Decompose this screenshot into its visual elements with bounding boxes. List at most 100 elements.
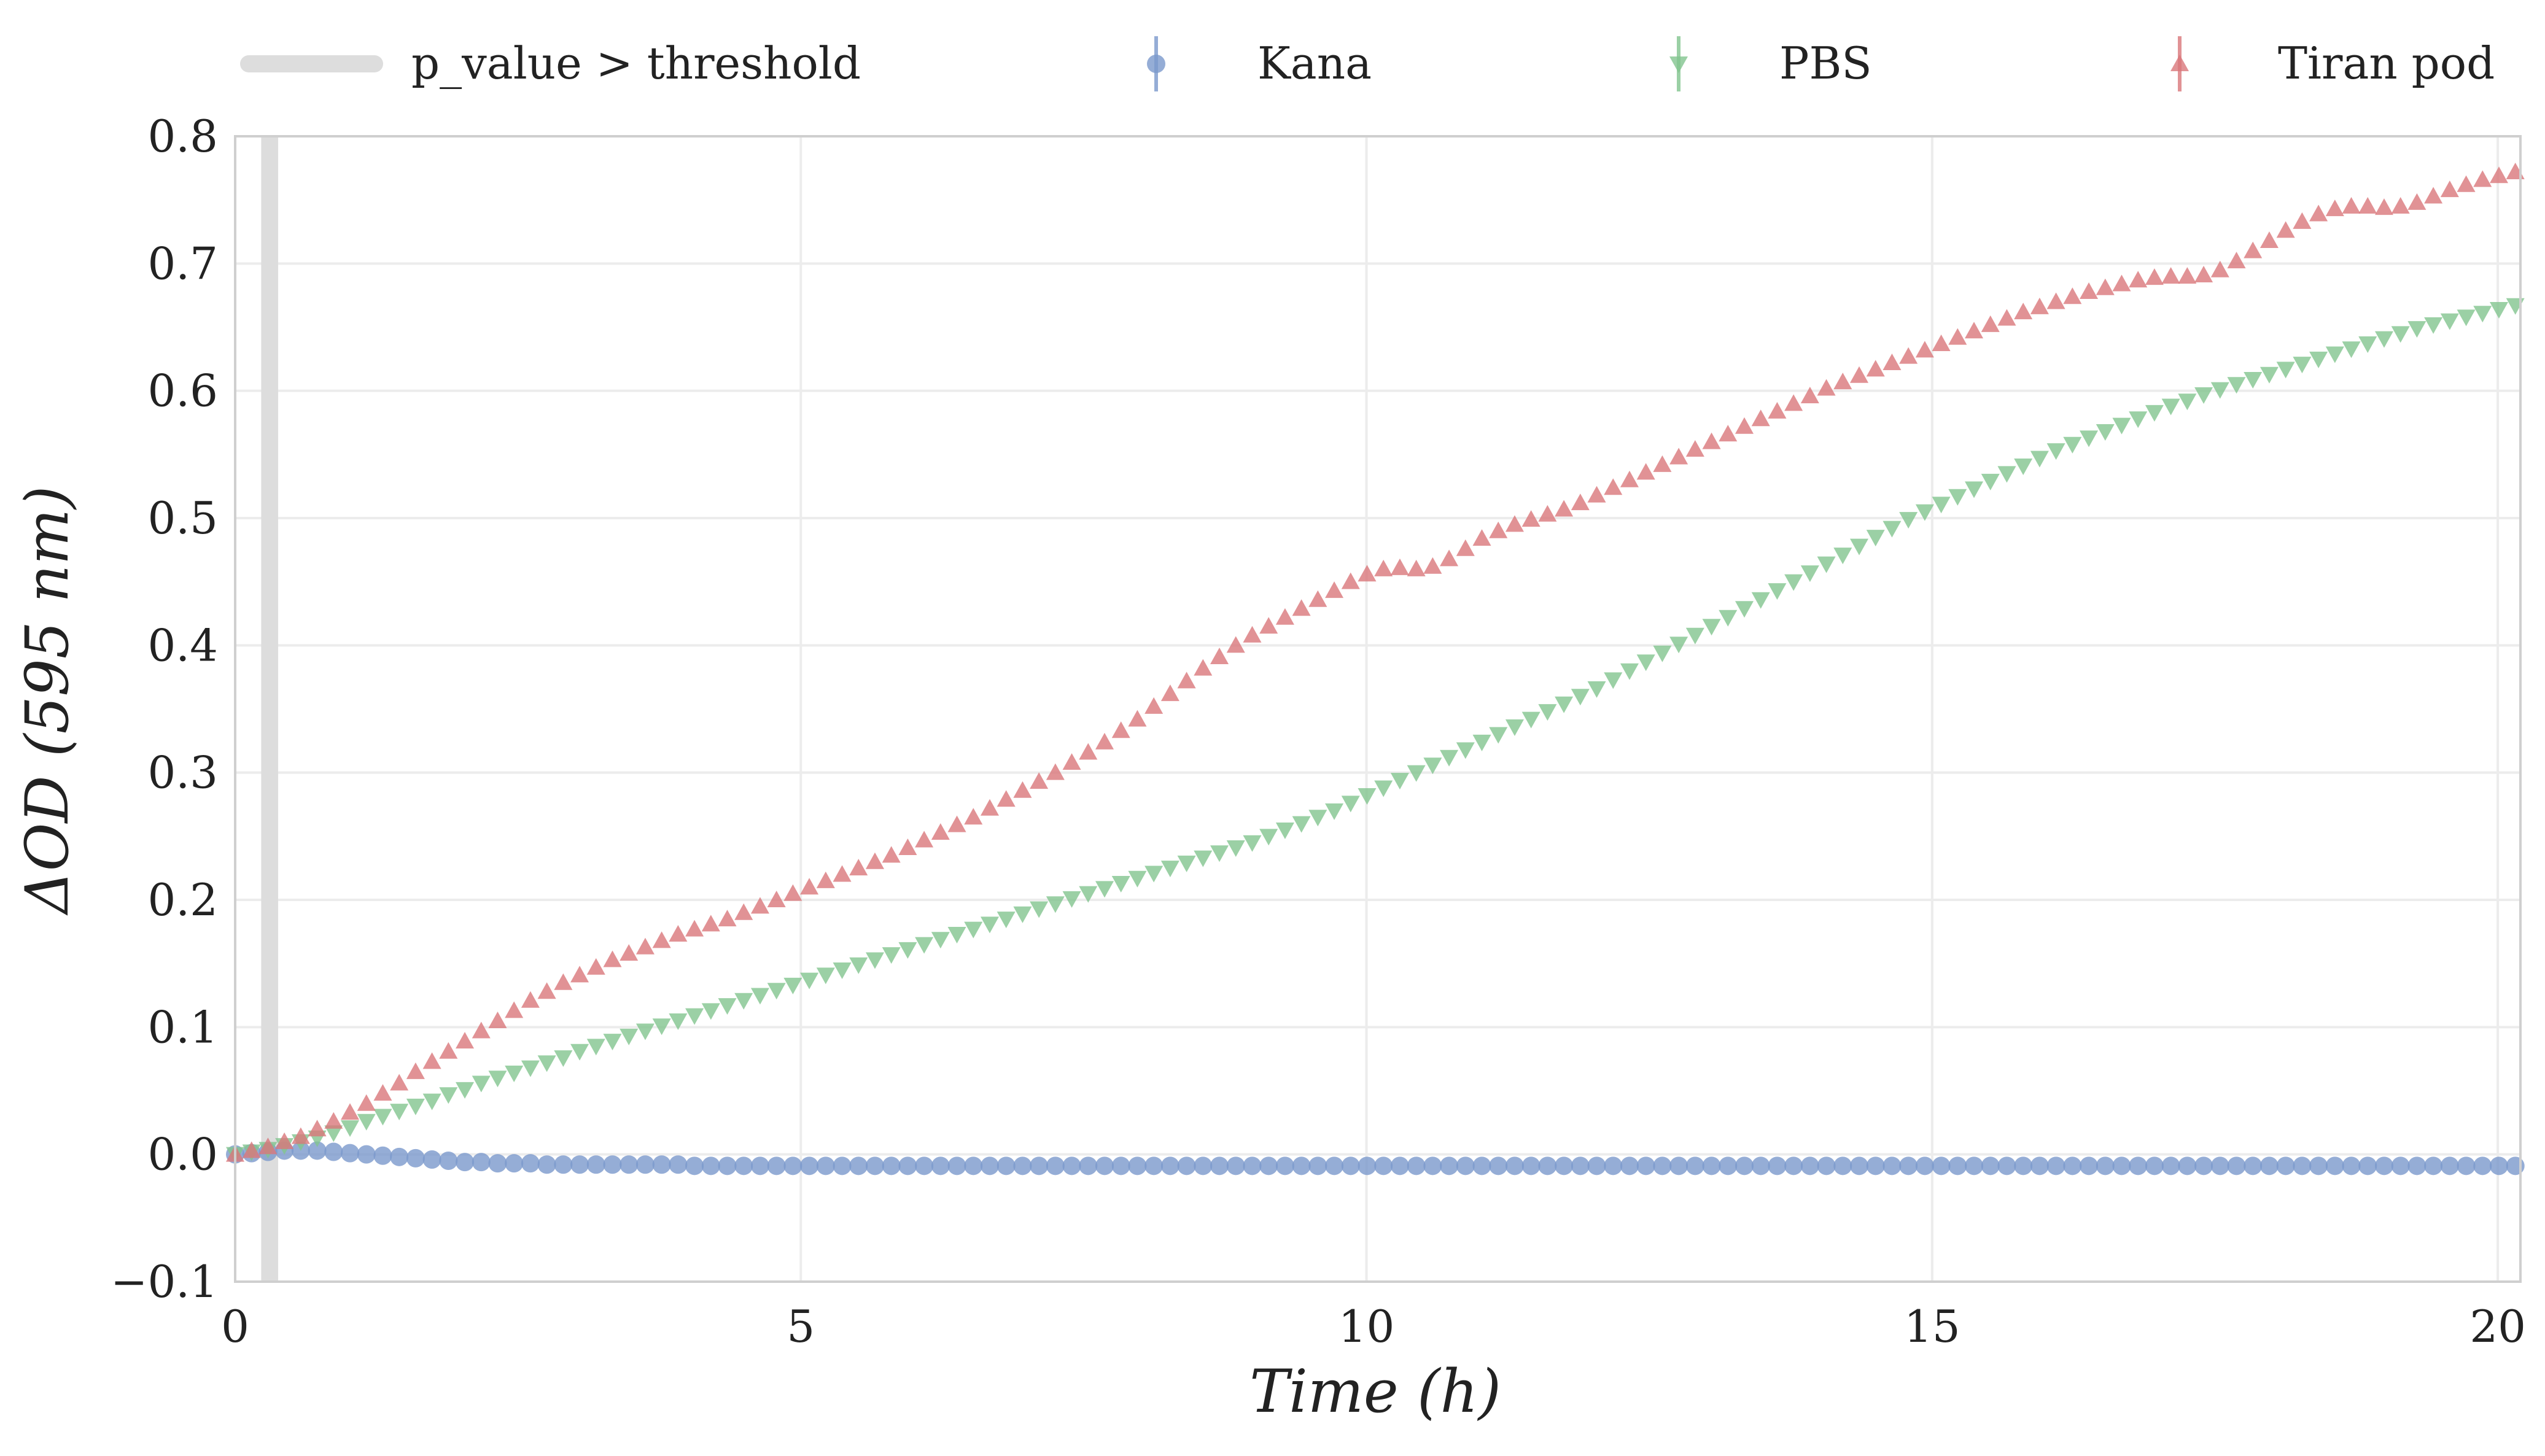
data-point [1768, 1156, 1787, 1175]
data-point [652, 1155, 671, 1174]
data-point [390, 1147, 409, 1166]
data-point [865, 1156, 884, 1175]
data-point [456, 1082, 475, 1099]
data-point [2014, 1156, 2033, 1175]
series-tiran-pod [226, 163, 2525, 1162]
data-point [669, 1155, 688, 1174]
data-point [1719, 1156, 1738, 1175]
data-point [324, 1125, 343, 1142]
data-point [1505, 1156, 1524, 1175]
data-point [1604, 672, 1623, 689]
data-point [1275, 608, 1294, 625]
data-point [1030, 772, 1049, 789]
data-point [2259, 366, 2279, 384]
data-point [1177, 1156, 1196, 1175]
data-point [2457, 1156, 2476, 1175]
data-point [308, 1141, 327, 1160]
data-point [1883, 1156, 1902, 1175]
data-point [341, 1103, 360, 1120]
data-point [406, 1098, 425, 1115]
data-point [1325, 1156, 1344, 1175]
data-point [1440, 749, 1459, 767]
data-point [1423, 1156, 1442, 1175]
x-tick-label: 15 [1904, 1301, 1960, 1352]
data-point [357, 1094, 376, 1111]
data-point [1685, 627, 1704, 645]
data-point [1653, 455, 1672, 472]
data-point [2161, 267, 2180, 284]
data-point [2374, 198, 2393, 215]
data-point [2489, 301, 2508, 319]
data-point [1850, 366, 1869, 383]
data-point [2293, 212, 2312, 229]
data-point [2014, 303, 2033, 320]
data-point [439, 1087, 458, 1104]
data-point [1685, 440, 1704, 457]
data-point [1800, 386, 1819, 403]
data-point [2244, 1156, 2263, 1175]
data-point [1555, 500, 1574, 517]
shaded-region [261, 136, 279, 1282]
data-point [718, 910, 737, 927]
data-point [980, 799, 999, 816]
data-point [2046, 1156, 2065, 1175]
data-point [2309, 204, 2328, 222]
data-point [1817, 379, 1836, 396]
data-point [1751, 409, 1770, 427]
data-point [2129, 271, 2148, 288]
data-point [521, 1154, 540, 1173]
data-point [1620, 470, 1639, 487]
data-point [1147, 55, 1165, 73]
data-point [833, 1156, 852, 1175]
data-point [1292, 1156, 1311, 1175]
data-point [2096, 424, 2115, 441]
data-point [964, 1156, 983, 1175]
legend: p_value > threshold Kana PBS Tiran pod [240, 36, 2495, 91]
data-point [2030, 451, 2049, 468]
data-point [1555, 1156, 1574, 1175]
data-point [2407, 193, 2426, 210]
x-tick-label: 20 [2469, 1301, 2526, 1352]
data-point [1505, 719, 1524, 737]
data-point [341, 1144, 360, 1163]
data-point [373, 1146, 392, 1165]
data-point [1160, 1156, 1179, 1175]
data-point [2030, 1156, 2049, 1175]
data-point [1604, 478, 1623, 495]
data-point [357, 1145, 376, 1164]
data-point [1850, 538, 1869, 556]
axes: 0 5 10 15 20 −0.1 0.0 0.1 0.2 0.3 0.4 0.5 0.6 0.7 0.8 [111, 110, 2526, 1352]
data-point [635, 937, 655, 955]
y-tick-label: 0.2 [147, 874, 218, 926]
data-point [1587, 486, 1606, 503]
data-point [1440, 1156, 1459, 1175]
data-point [734, 1156, 753, 1175]
data-point [456, 1032, 475, 1049]
data-point [767, 891, 786, 907]
data-point [1899, 1156, 1918, 1175]
y-tick-label: 0.3 [147, 747, 218, 799]
data-point [2374, 331, 2393, 348]
data-point [1915, 341, 1934, 358]
data-point [635, 1023, 655, 1040]
data-point [750, 988, 769, 1005]
data-point [1374, 1156, 1393, 1175]
data-point [1030, 901, 1049, 918]
y-tick-label: 0.1 [147, 1001, 218, 1053]
data-point [2210, 1156, 2229, 1175]
data-point [422, 1052, 441, 1069]
data-point [1456, 742, 1475, 759]
data-point [1751, 592, 1770, 609]
data-point [947, 926, 966, 943]
data-point [1636, 1156, 1655, 1175]
data-point [2178, 267, 2197, 284]
data-point [1226, 636, 1245, 653]
data-point [341, 1120, 360, 1137]
data-point [2145, 1156, 2164, 1175]
data-point [1095, 732, 1114, 749]
data-point [898, 838, 917, 855]
data-point [1062, 753, 1081, 770]
data-point [1079, 743, 1098, 760]
data-point [750, 1156, 769, 1175]
